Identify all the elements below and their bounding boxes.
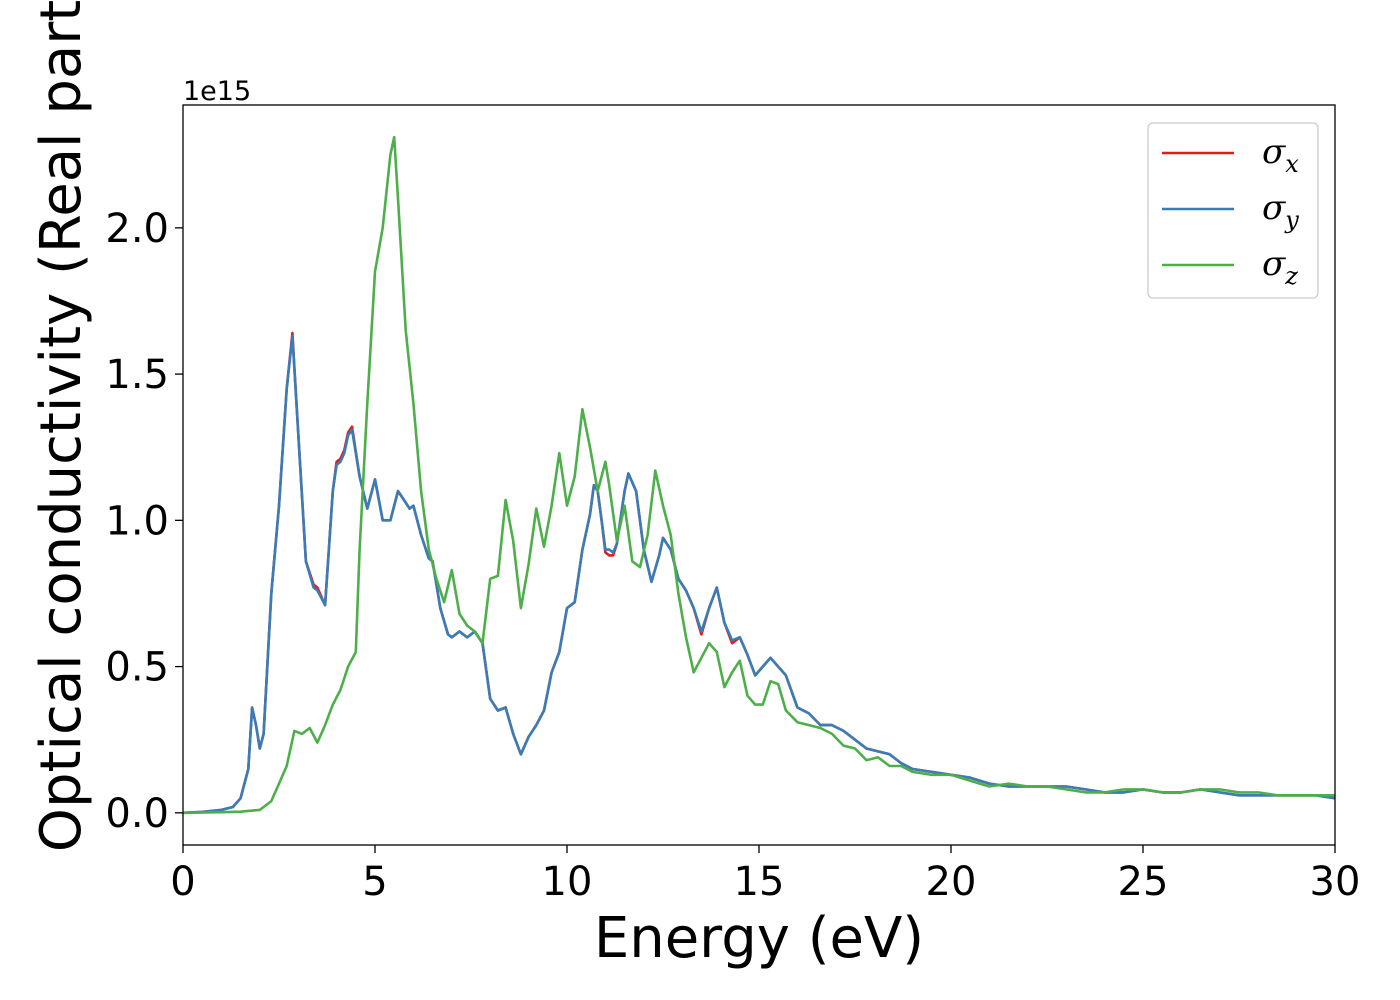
x-tick-label: 10 [542,859,593,905]
y-offset-label: 1e15 [183,76,251,107]
legend-symbol: σ [1262,188,1286,228]
series-line-z [182,135,1335,815]
x-tick-label: 25 [1118,859,1169,905]
y-tick-label: 0.5 [105,645,169,691]
y-tick-label: 1.0 [105,498,169,544]
legend-subscript: y [1284,206,1299,234]
legend-subscript: z [1284,262,1298,290]
y-tick-label: 1.5 [105,352,169,398]
plot-series [182,135,1336,815]
x-axis-label: Energy (eV) [594,906,924,971]
legend-symbol: σ [1262,244,1286,284]
legend-label-z: σz [1262,244,1298,290]
y-tick-label: 2.0 [105,206,169,252]
legend-symbol: σ [1262,132,1286,172]
x-tick-label: 15 [734,859,785,905]
series-line-x [182,331,1336,815]
x-tick-label: 0 [170,859,195,905]
y-axis-label: Optical conductivity (Real part) [29,0,94,852]
y-tick-label: 0.0 [105,791,169,837]
legend-label-x: σx [1262,132,1299,178]
legend-label-y: σy [1262,188,1299,234]
legend-box [1147,122,1319,299]
x-tick-label: 5 [362,859,387,905]
x-tick-label: 20 [926,859,977,905]
series-line-y [182,334,1336,815]
legend-subscript: x [1285,150,1299,178]
y-axis: 0.0 0.5 1.0 1.5 2.0 [105,206,183,837]
x-tick-label: 30 [1310,859,1361,905]
x-axis: 0 5 10 15 20 25 30 [170,845,1360,905]
